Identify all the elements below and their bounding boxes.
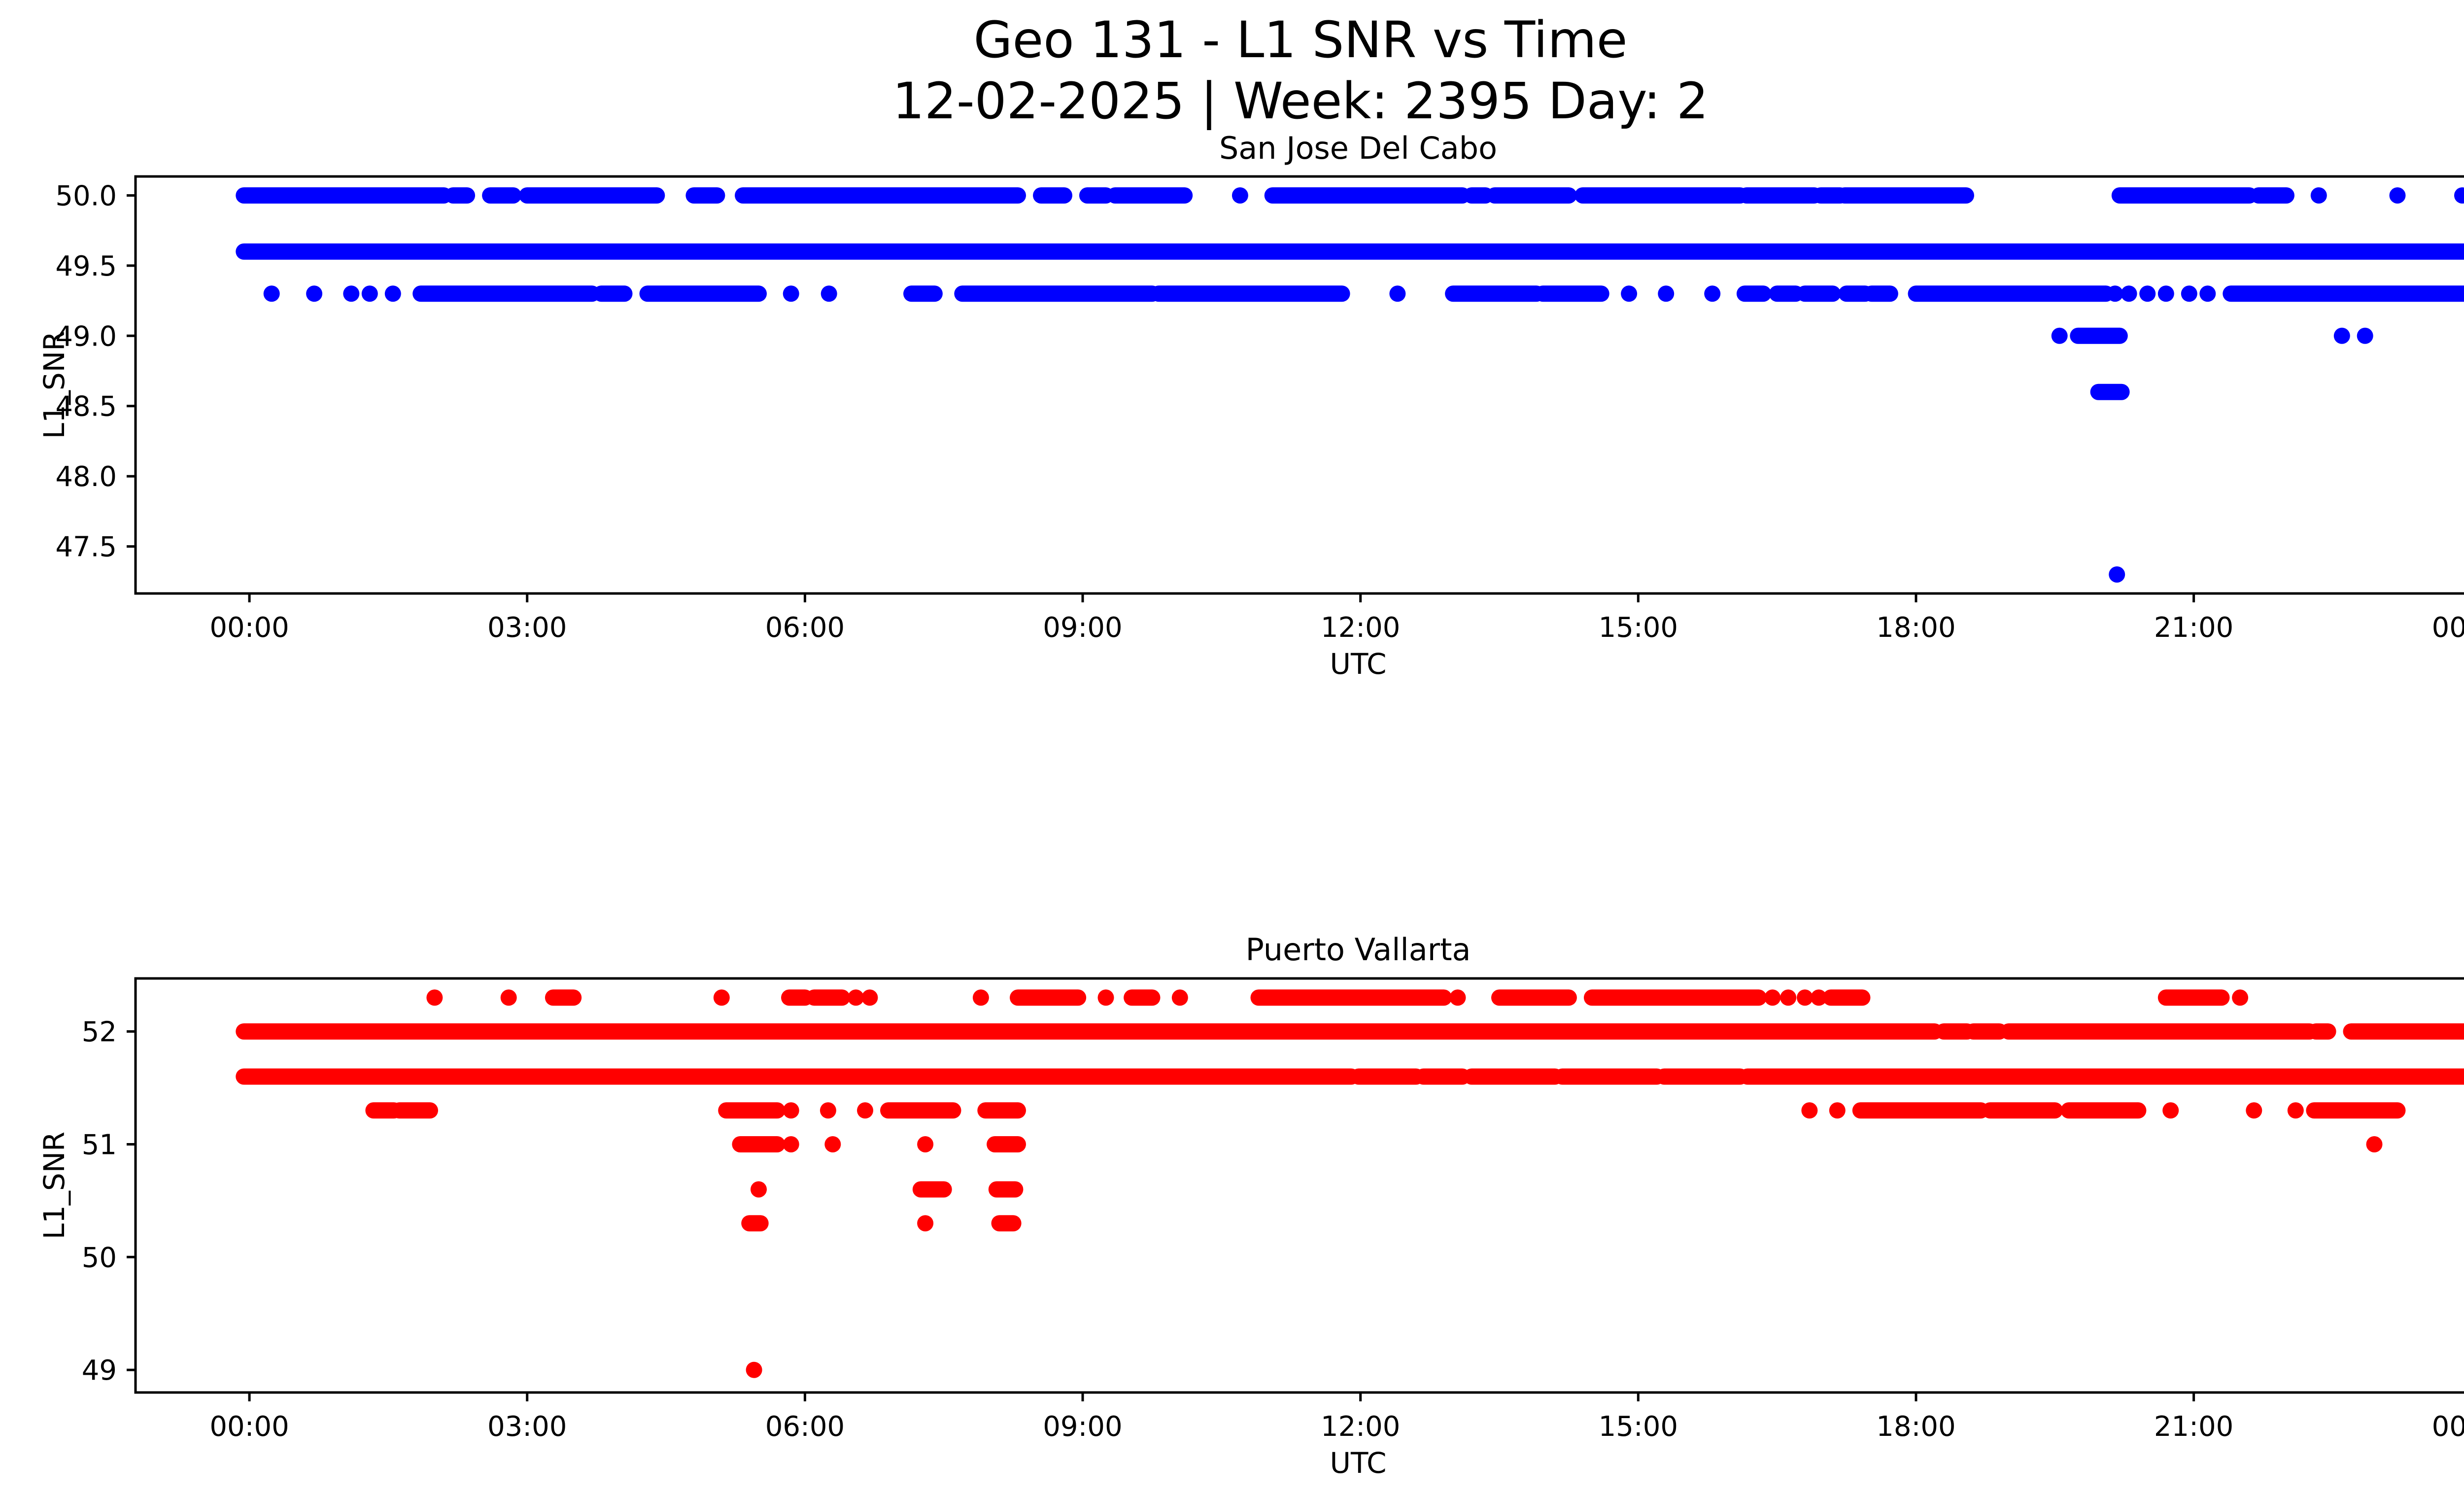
y-axis-label-top: L1_SNR xyxy=(37,331,71,439)
snr-dot xyxy=(2333,327,2350,344)
snr-dot xyxy=(343,285,360,302)
snr-dot xyxy=(361,285,378,302)
snr-dot xyxy=(2162,1102,2179,1119)
snr-dot xyxy=(1389,285,1406,302)
snr-dot xyxy=(1801,1102,1818,1119)
snr-dot xyxy=(2357,327,2373,344)
snr-dot xyxy=(1097,989,1114,1006)
snr-dot xyxy=(848,989,864,1006)
y-tick-label: 51 xyxy=(82,1129,117,1161)
snr-dot xyxy=(263,285,280,302)
x-axis-label-bottom: UTC xyxy=(1330,1446,1387,1480)
snr-dot xyxy=(917,1215,934,1232)
x-tick-label: 09:00 xyxy=(1043,1411,1122,1443)
snr-dot xyxy=(384,285,401,302)
x-tick-label: 21:00 xyxy=(2154,1411,2233,1443)
x-tick-label: 06:00 xyxy=(765,1411,845,1443)
snr-dot xyxy=(426,989,443,1006)
subplot-title-san-jose-del-cabo: San Jose Del Cabo xyxy=(1219,130,1497,166)
snr-dot xyxy=(1232,187,1248,204)
snr-dot xyxy=(2287,1102,2304,1119)
y-tick-label: 48.5 xyxy=(55,391,117,423)
x-tick-label: 00:00 xyxy=(2432,1411,2464,1443)
snr-dot xyxy=(2232,989,2249,1006)
x-tick-label: 12:00 xyxy=(1321,612,1400,644)
figure-title-line2: 12-02-2025 | Week: 2395 Day: 2 xyxy=(892,72,1709,131)
snr-dot xyxy=(2051,327,2068,344)
snr-dot xyxy=(2109,566,2125,583)
snr-dot xyxy=(2139,285,2156,302)
snr-dot xyxy=(1811,989,1827,1006)
snr-dot xyxy=(306,285,323,302)
x-tick-label: 00:00 xyxy=(2432,612,2464,644)
snr-dot xyxy=(2310,187,2327,204)
snr-dot xyxy=(1704,285,1721,302)
y-tick-label: 49.5 xyxy=(55,250,117,282)
plot-border xyxy=(134,175,2464,595)
x-tick-label: 15:00 xyxy=(1599,1411,1678,1443)
x-tick-label: 18:00 xyxy=(1876,1411,1955,1443)
snr-dot xyxy=(751,1181,767,1198)
y-tick-label: 50.0 xyxy=(55,180,117,212)
y-tick-label: 49.0 xyxy=(55,320,117,352)
snr-dot xyxy=(713,989,730,1006)
snr-dot xyxy=(783,285,799,302)
snr-dot xyxy=(824,1136,841,1152)
snr-dot xyxy=(746,1361,762,1378)
snr-dot xyxy=(1621,285,1638,302)
x-tick-label: 09:00 xyxy=(1043,612,1122,644)
snr-dot xyxy=(2157,285,2174,302)
snr-dot xyxy=(2121,285,2137,302)
snr-dot xyxy=(2181,285,2197,302)
snr-dot xyxy=(500,989,517,1006)
plot-area-san-jose-del-cabo: 00:00 03:00 06:00 09:00 12:00 15:00 18:00 21:00… xyxy=(55,175,2464,644)
snr-dot xyxy=(1797,989,1813,1006)
snr-dot xyxy=(1449,989,1466,1006)
x-tick-label: 00:00 xyxy=(209,612,289,644)
snr-dot xyxy=(861,989,878,1006)
snr-dot xyxy=(1764,989,1781,1006)
y-tick-label: 49 xyxy=(82,1355,117,1387)
snr-dot xyxy=(1780,989,1797,1006)
x-axis-label-top: UTC xyxy=(1330,647,1387,681)
y-tick-label: 52 xyxy=(82,1016,117,1048)
snr-dot xyxy=(1171,989,1188,1006)
snr-dot xyxy=(857,1102,873,1119)
y-tick-label: 47.5 xyxy=(55,531,117,563)
snr-dot xyxy=(783,1102,799,1119)
x-tick-label: 12:00 xyxy=(1321,1411,1400,1443)
plot-area-puerto-vallarta: 00:00 03:00 06:00 09:00 12:00 15:00 18:00 21:00… xyxy=(82,977,2464,1443)
snr-dot xyxy=(783,1136,799,1152)
snr-dot xyxy=(2366,1136,2383,1152)
y-tick-label: 48.0 xyxy=(55,461,117,493)
snr-dot xyxy=(1658,285,1675,302)
snr-dot xyxy=(2199,285,2216,302)
snr-dot xyxy=(2246,1102,2262,1119)
subplot-title-puerto-vallarta: Puerto Vallarta xyxy=(1245,932,1471,968)
x-tick-label: 06:00 xyxy=(765,612,845,644)
snr-dot xyxy=(820,1102,836,1119)
x-tick-label: 21:00 xyxy=(2154,612,2233,644)
x-tick-label: 00:00 xyxy=(209,1411,289,1443)
x-tick-label: 03:00 xyxy=(487,1411,567,1443)
plot-border xyxy=(134,977,2464,1394)
figure-title-line1: Geo 131 - L1 SNR vs Time xyxy=(974,11,1628,70)
snr-dot xyxy=(2389,187,2406,204)
snr-dot xyxy=(1829,1102,1846,1119)
snr-dot xyxy=(972,989,989,1006)
snr-dot xyxy=(821,285,837,302)
x-tick-label: 03:00 xyxy=(487,612,567,644)
snr-dot xyxy=(2107,285,2123,302)
x-tick-label: 15:00 xyxy=(1599,612,1678,644)
y-tick-label: 50 xyxy=(82,1242,117,1274)
y-axis-label-bottom: L1_SNR xyxy=(37,1132,71,1240)
snr-dot xyxy=(917,1136,934,1152)
snr-dot xyxy=(2454,187,2464,204)
x-tick-label: 18:00 xyxy=(1876,612,1955,644)
